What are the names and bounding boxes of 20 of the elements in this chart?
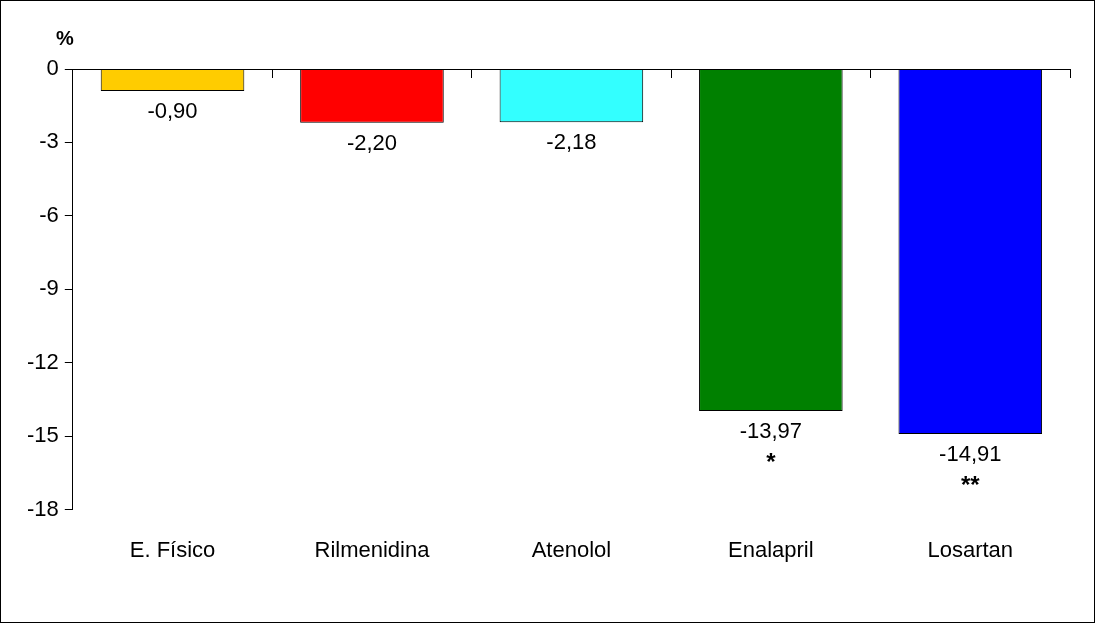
x-tick-label: Enalapril bbox=[728, 536, 814, 562]
x-tick-label: Atenolol bbox=[531, 536, 612, 562]
y-tick-label: -15 bbox=[27, 422, 59, 448]
x-tick-label: Losartan bbox=[927, 536, 1014, 562]
data-label: -0,90 bbox=[147, 98, 198, 124]
data-label: -14,91 bbox=[939, 441, 1002, 467]
data-label: -13,97 bbox=[739, 418, 803, 444]
x-tick-label: Rilmenidina bbox=[314, 536, 431, 562]
data-label: -2,20 bbox=[346, 129, 398, 155]
y-tick-label: -9 bbox=[39, 275, 59, 301]
y-tick-label: -12 bbox=[27, 348, 59, 374]
y-tick-label: -3 bbox=[39, 128, 59, 154]
annotation: * bbox=[766, 447, 777, 475]
y-tick-label: -18 bbox=[27, 495, 59, 521]
x-tick-label: E. Físico bbox=[129, 536, 216, 562]
data-label: -2,18 bbox=[546, 129, 597, 155]
y-tick-label: -6 bbox=[39, 201, 59, 227]
annotation: ** bbox=[960, 470, 981, 498]
y-axis-title: % bbox=[55, 26, 74, 49]
y-tick-label: 0 bbox=[46, 55, 59, 81]
